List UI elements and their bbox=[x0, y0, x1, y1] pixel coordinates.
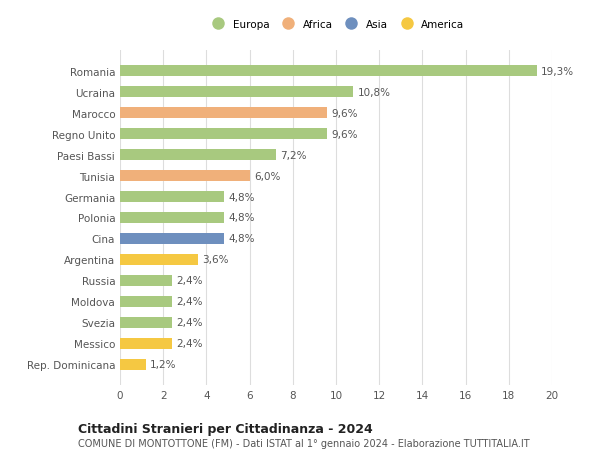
Text: 2,4%: 2,4% bbox=[176, 318, 203, 328]
Text: COMUNE DI MONTOTTONE (FM) - Dati ISTAT al 1° gennaio 2024 - Elaborazione TUTTITA: COMUNE DI MONTOTTONE (FM) - Dati ISTAT a… bbox=[78, 438, 530, 448]
Text: Cittadini Stranieri per Cittadinanza - 2024: Cittadini Stranieri per Cittadinanza - 2… bbox=[78, 422, 373, 435]
Bar bbox=[120, 275, 172, 286]
Text: 4,8%: 4,8% bbox=[228, 213, 254, 223]
Bar bbox=[120, 150, 275, 161]
Legend: Europa, Africa, Asia, America: Europa, Africa, Asia, America bbox=[203, 16, 469, 34]
Text: 10,8%: 10,8% bbox=[358, 87, 391, 97]
Bar bbox=[120, 254, 198, 266]
Bar bbox=[120, 212, 224, 224]
Text: 2,4%: 2,4% bbox=[176, 297, 203, 307]
Bar bbox=[120, 338, 172, 349]
Text: 1,2%: 1,2% bbox=[150, 359, 177, 369]
Bar bbox=[120, 317, 172, 329]
Text: 3,6%: 3,6% bbox=[202, 255, 229, 265]
Text: 2,4%: 2,4% bbox=[176, 276, 203, 286]
Text: 9,6%: 9,6% bbox=[332, 108, 358, 118]
Bar bbox=[120, 129, 328, 140]
Bar bbox=[120, 233, 224, 245]
Bar bbox=[120, 296, 172, 308]
Text: 9,6%: 9,6% bbox=[332, 129, 358, 139]
Bar bbox=[120, 170, 250, 182]
Bar bbox=[120, 191, 224, 203]
Text: 7,2%: 7,2% bbox=[280, 150, 307, 160]
Bar bbox=[120, 107, 328, 119]
Text: 6,0%: 6,0% bbox=[254, 171, 280, 181]
Text: 4,8%: 4,8% bbox=[228, 192, 254, 202]
Bar bbox=[120, 87, 353, 98]
Text: 2,4%: 2,4% bbox=[176, 339, 203, 349]
Text: 19,3%: 19,3% bbox=[541, 67, 574, 77]
Bar bbox=[120, 66, 537, 77]
Bar bbox=[120, 359, 146, 370]
Text: 4,8%: 4,8% bbox=[228, 234, 254, 244]
